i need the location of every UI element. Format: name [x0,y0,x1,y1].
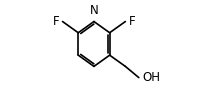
Text: F: F [129,15,135,28]
Text: F: F [52,15,59,28]
Text: OH: OH [142,71,160,84]
Text: N: N [89,4,98,17]
